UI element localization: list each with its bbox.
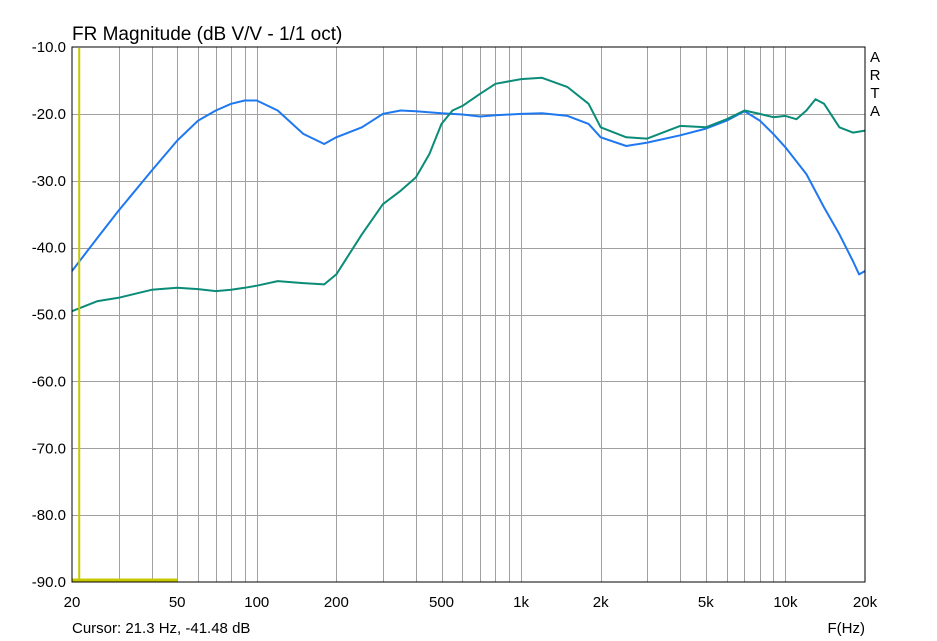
- y-tick-label: -50.0: [32, 307, 66, 324]
- x-tick-label: 10k: [773, 594, 798, 611]
- y-tick-label: -70.0: [32, 440, 66, 457]
- cursor-readout: Cursor: 21.3 Hz, -41.48 dB: [72, 620, 250, 637]
- plot-frame: [71, 46, 866, 583]
- grid: [72, 47, 865, 582]
- y-tick-label: -40.0: [32, 240, 66, 257]
- x-tick-label: 2k: [593, 594, 609, 611]
- series-group: [71, 76, 866, 313]
- brand-letter: R: [870, 67, 881, 84]
- series-line-2: [71, 76, 866, 313]
- y-tick-label: -30.0: [32, 173, 66, 190]
- series-line-1: [71, 99, 866, 276]
- x-tick-label: 20: [64, 594, 81, 611]
- x-tick-label: 200: [324, 594, 349, 611]
- x-axis-label: F(Hz): [828, 620, 866, 637]
- x-tick-label: 50: [169, 594, 186, 611]
- y-tick-label: -80.0: [32, 507, 66, 524]
- x-tick-label: 500: [429, 594, 454, 611]
- y-tick-label: -90.0: [32, 574, 66, 591]
- x-tick-label: 100: [244, 594, 269, 611]
- y-tick-label: -60.0: [32, 373, 66, 390]
- brand-letter: T: [870, 85, 879, 102]
- x-tick-label: 20k: [853, 594, 878, 611]
- y-axis-ticks: -10.0 -20.0 -30.0 -40.0 -50.0 -60.0 -70.0 -80.0…: [32, 39, 66, 591]
- cursor-group: [72, 48, 178, 582]
- x-axis-ticks: 20 50 100 200 500 1k 2k 5k 10k 20k: [64, 594, 878, 611]
- brand-letter: A: [870, 103, 880, 120]
- x-tick-label: 1k: [513, 594, 529, 611]
- y-tick-label: -10.0: [32, 39, 66, 56]
- chart-title: FR Magnitude (dB V/V - 1/1 oct): [72, 24, 342, 45]
- x-tick-label: 5k: [698, 594, 714, 611]
- brand-letter: A: [870, 49, 880, 66]
- y-tick-label: -20.0: [32, 106, 66, 123]
